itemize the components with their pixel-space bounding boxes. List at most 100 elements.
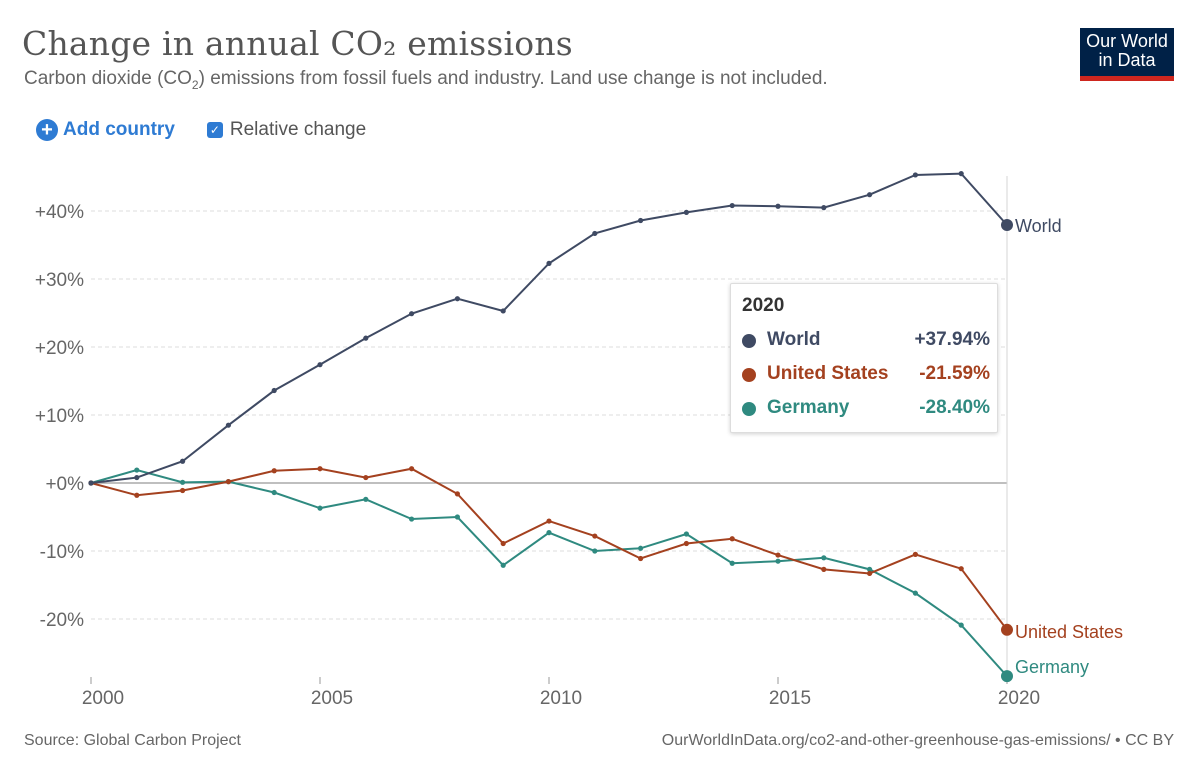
data-point-united_states xyxy=(180,487,186,494)
data-point-united_states xyxy=(454,491,460,497)
tooltip-row-united-states: United States -21.59% xyxy=(742,363,990,387)
add-country-label: Add country xyxy=(63,119,175,140)
data-point-united_states xyxy=(546,518,552,524)
x-tick-label: 2010 xyxy=(540,688,582,709)
data-point-germany xyxy=(271,489,277,496)
data-point-germany xyxy=(729,560,735,566)
chart-subtitle: Carbon dioxide (CO2) emissions from foss… xyxy=(24,68,828,92)
data-point-world xyxy=(1001,219,1013,232)
data-point-germany xyxy=(317,505,323,511)
tooltip-name-germany: Germany xyxy=(767,397,850,418)
x-tick-label: 2020 xyxy=(998,688,1040,709)
x-tick-label: 2005 xyxy=(311,688,353,709)
data-point-united_states xyxy=(729,536,735,542)
data-point-world xyxy=(454,296,460,302)
x-tick-label: 2015 xyxy=(769,688,811,709)
data-point-united_states xyxy=(775,552,781,558)
data-point-world xyxy=(500,308,506,314)
y-tick-label: +30% xyxy=(35,270,84,291)
logo-line-2: in Data xyxy=(1098,50,1156,70)
subtitle-text-post: ) emissions from fossil fuels and indust… xyxy=(198,68,828,89)
chart-title: Change in annual CO₂ emissions xyxy=(22,24,573,63)
data-point-world xyxy=(821,205,827,211)
data-point-world xyxy=(729,202,735,209)
data-point-united_states xyxy=(821,566,827,572)
data-point-world xyxy=(271,387,277,394)
y-tick-label: +40% xyxy=(35,202,84,223)
data-point-united_states xyxy=(500,540,506,547)
data-point-united_states xyxy=(867,570,873,577)
data-point-germany xyxy=(500,562,506,568)
tooltip-dot-world xyxy=(742,334,756,348)
data-point-germany xyxy=(134,467,140,473)
data-point-germany xyxy=(867,566,873,572)
data-point-united_states xyxy=(683,540,690,547)
data-point-germany xyxy=(363,496,369,502)
data-point-germany xyxy=(409,516,415,522)
tooltip-row-world: World +37.94% xyxy=(742,329,990,353)
data-point-world xyxy=(225,422,231,428)
tooltip-name-world: World xyxy=(767,329,821,350)
series-line-united_states xyxy=(90,467,1008,631)
data-point-germany xyxy=(1001,670,1013,683)
data-point-germany xyxy=(546,530,552,536)
data-point-world xyxy=(592,230,598,237)
data-point-world xyxy=(775,203,781,209)
data-point-world xyxy=(912,172,919,178)
relative-change-toggle[interactable]: ✓ Relative change xyxy=(206,119,367,141)
data-point-world xyxy=(546,260,552,266)
data-point-germany xyxy=(821,555,827,561)
data-point-world xyxy=(958,171,964,177)
owid-logo[interactable]: Our World in Data xyxy=(1080,28,1174,81)
data-point-world xyxy=(317,362,323,368)
y-tick-label: -20% xyxy=(40,610,84,631)
source-note[interactable]: Source: Global Carbon Project xyxy=(24,732,241,749)
tooltip-year: 2020 xyxy=(742,295,785,316)
data-point-germany xyxy=(638,545,644,551)
series-end-label: World xyxy=(1015,216,1062,236)
data-point-world xyxy=(638,217,644,224)
source-url[interactable]: OurWorldInData.org/co2-and-other-greenho… xyxy=(661,732,1174,749)
checkbox-checked-icon[interactable]: ✓ xyxy=(206,122,223,138)
data-point-germany xyxy=(958,622,964,628)
tooltip-dot-united-states xyxy=(742,368,756,382)
hover-tooltip: 2020 World +37.94% United States -21.59%… xyxy=(730,283,998,433)
y-tick-label: +20% xyxy=(35,338,84,359)
y-tick-label: +10% xyxy=(35,406,84,427)
data-point-united_states xyxy=(958,566,964,572)
tooltip-value-germany: -28.40% xyxy=(919,397,990,418)
y-tick-label: +0% xyxy=(45,474,84,495)
add-country-button[interactable]: + Add country xyxy=(36,119,175,141)
data-point-germany xyxy=(775,558,781,564)
data-point-united_states xyxy=(225,479,231,485)
subtitle-subscript: 2 xyxy=(191,77,199,92)
data-point-world xyxy=(134,474,140,481)
data-point-united_states xyxy=(409,466,415,472)
data-point-world xyxy=(867,192,873,198)
data-point-united_states xyxy=(271,468,277,474)
data-point-germany xyxy=(683,531,690,537)
x-tick-label: 2000 xyxy=(82,688,124,709)
data-point-germany xyxy=(180,479,186,485)
data-point-world xyxy=(88,480,94,486)
series-end-label: United States xyxy=(1015,622,1123,642)
tooltip-value-world: +37.94% xyxy=(914,329,990,350)
tooltip-row-germany: Germany -28.40% xyxy=(742,397,990,421)
data-point-united_states xyxy=(317,466,323,472)
data-point-united_states xyxy=(1001,623,1013,636)
data-point-world xyxy=(363,335,369,341)
data-point-united_states xyxy=(638,555,644,562)
relative-change-label: Relative change xyxy=(229,119,367,140)
data-point-united_states xyxy=(592,533,598,539)
data-point-united_states xyxy=(134,492,140,498)
data-point-germany xyxy=(454,514,460,520)
subtitle-text-pre: Carbon dioxide (CO xyxy=(24,68,192,89)
chart-controls: + Add country ✓ Relative change xyxy=(36,119,366,141)
tooltip-name-united-states: United States xyxy=(767,363,889,384)
y-tick-label: -10% xyxy=(40,542,84,563)
data-point-world xyxy=(683,209,690,215)
logo-line-1: Our World xyxy=(1086,31,1168,51)
data-point-united_states xyxy=(912,551,919,558)
data-point-germany xyxy=(592,548,598,554)
